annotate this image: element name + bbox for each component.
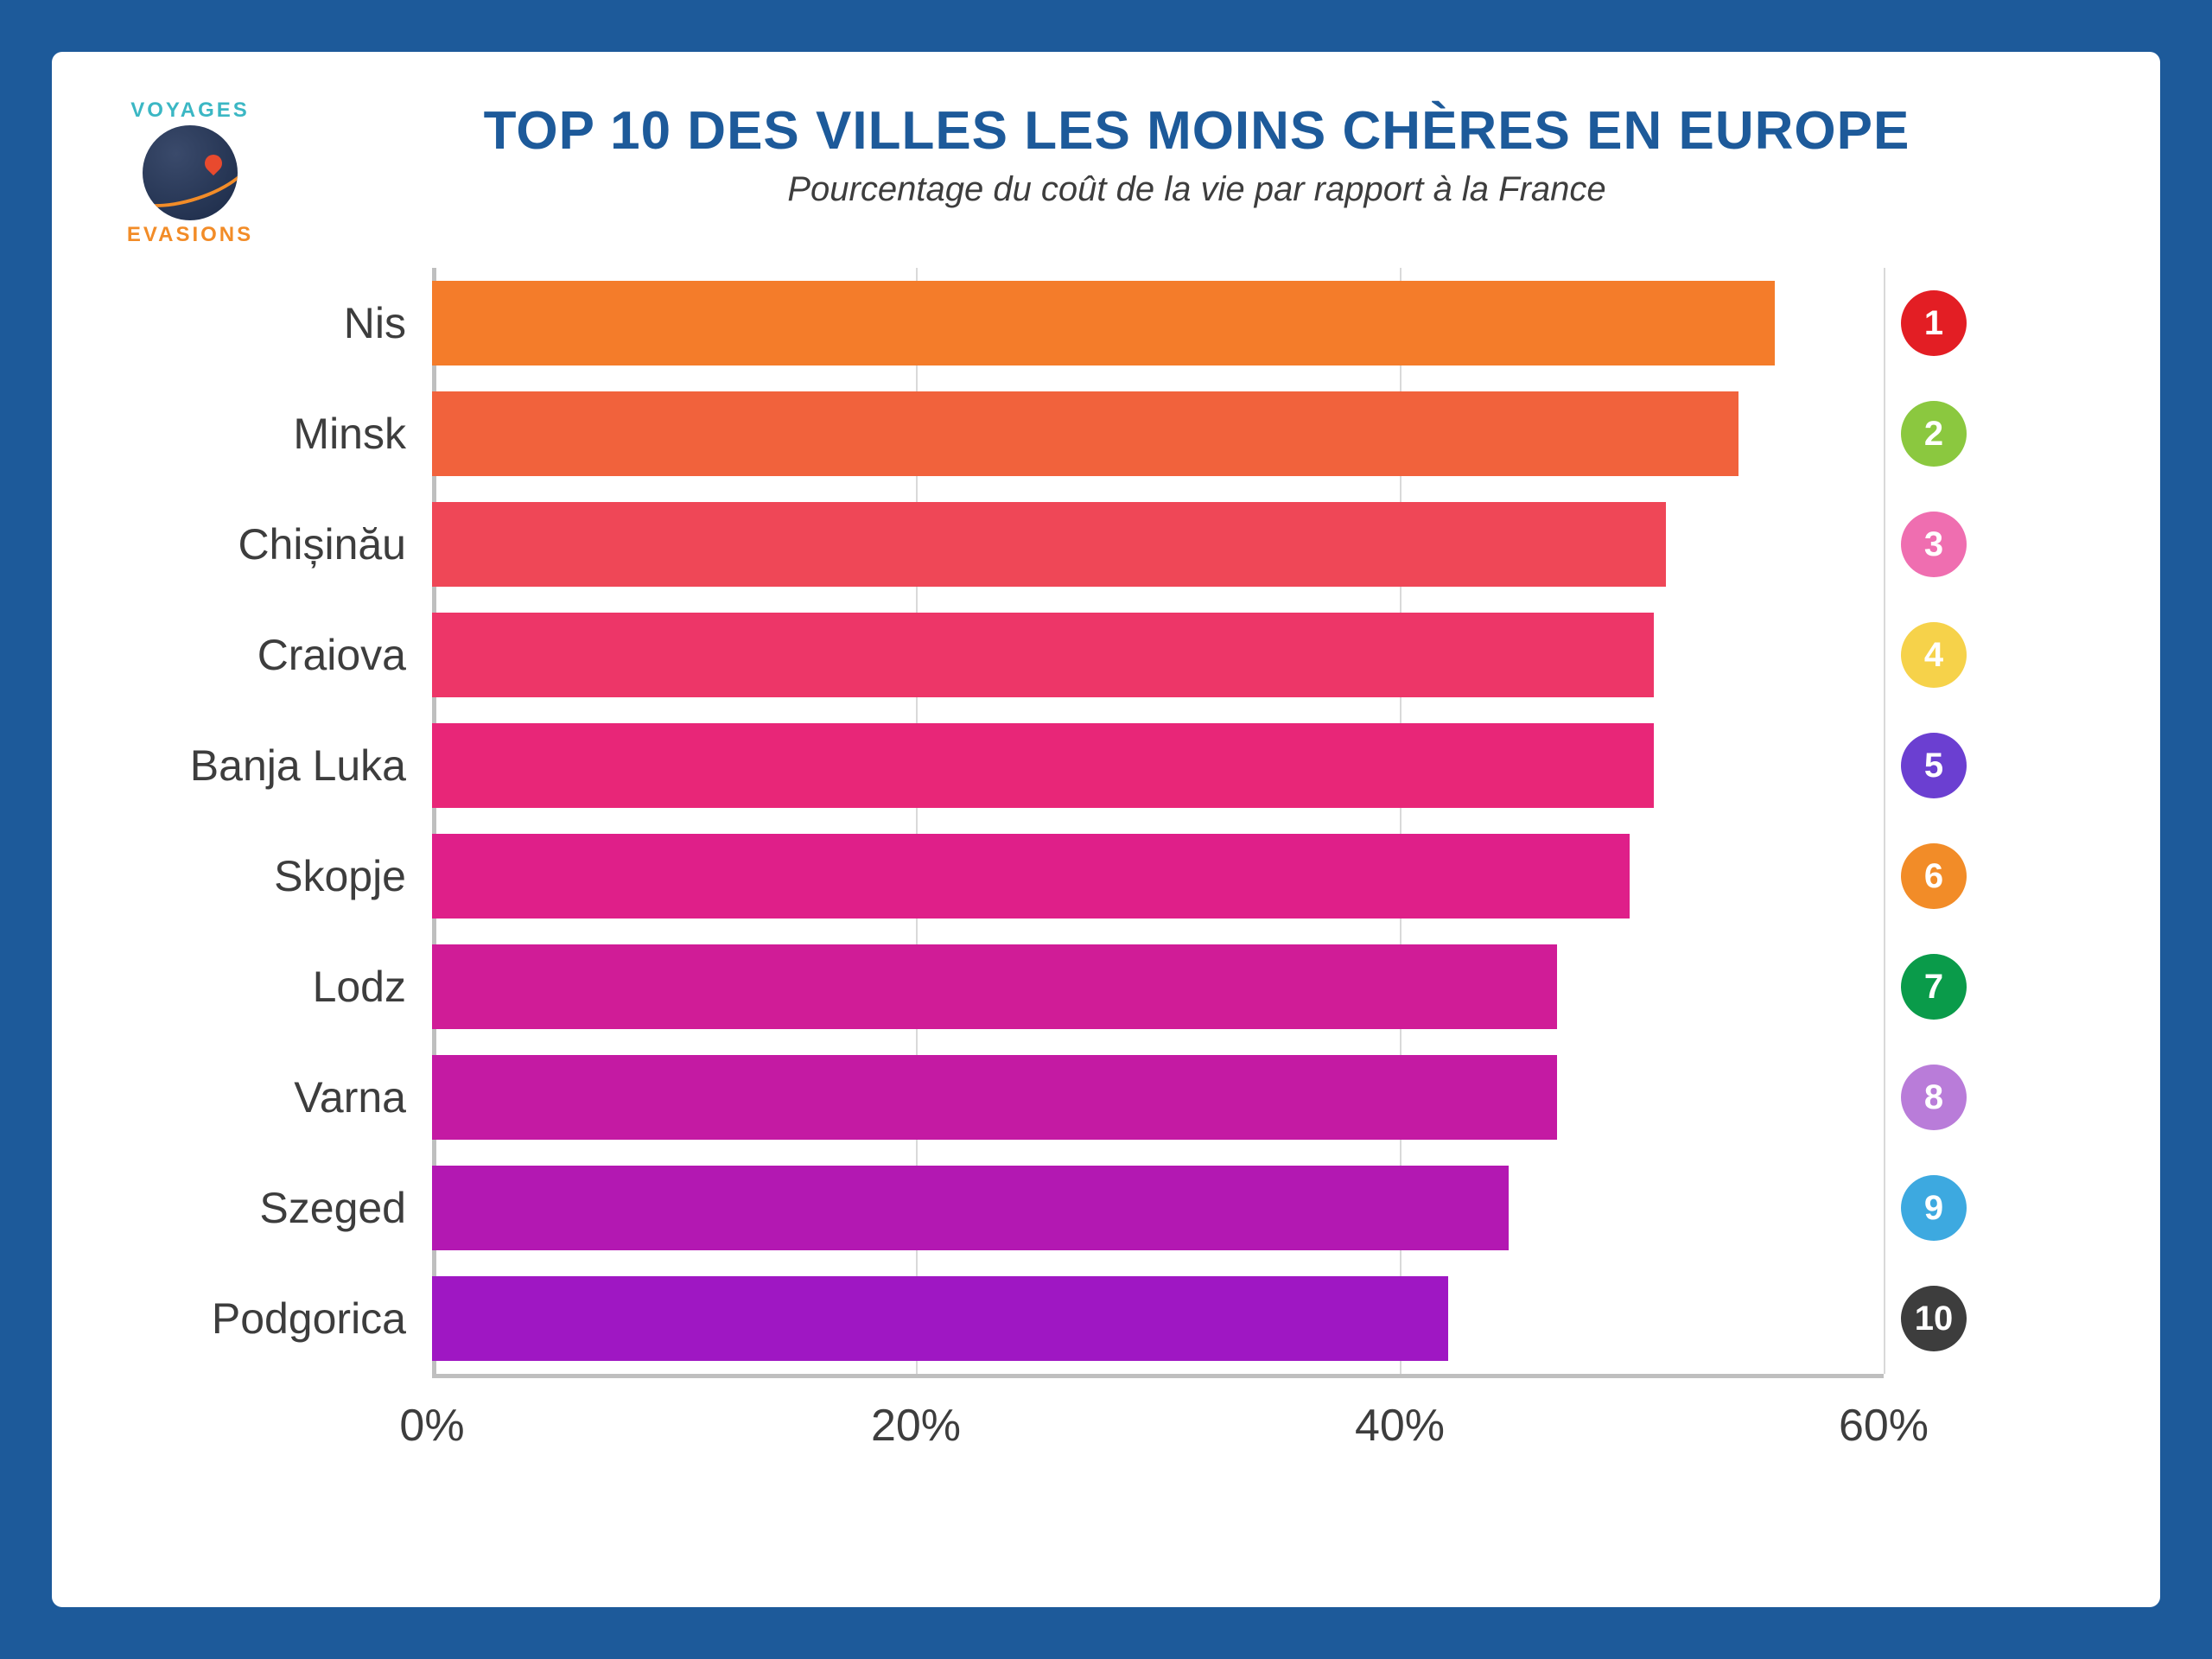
rank-badge: 6 — [1901, 843, 1967, 909]
rank-badge: 1 — [1901, 290, 1967, 356]
chart-row: Lodz7 — [432, 931, 1557, 1042]
chart-row: Szeged9 — [432, 1153, 1509, 1263]
rank-badge: 4 — [1901, 622, 1967, 688]
bar — [432, 502, 1666, 587]
bar — [432, 1055, 1557, 1140]
bar — [432, 1166, 1509, 1250]
bar — [432, 723, 1654, 808]
city-label: Banja Luka — [190, 741, 406, 791]
chart-row: Banja Luka5 — [432, 710, 1654, 821]
infographic-card: VOYAGES EVASIONS TOP 10 DES VILLES LES M… — [52, 52, 2160, 1607]
bar — [432, 834, 1630, 918]
bar — [432, 281, 1775, 365]
chart-subtitle: Pourcentage du coût de la vie par rappor… — [294, 170, 2100, 209]
chart-title: TOP 10 DES VILLES LES MOINS CHÈRES EN EU… — [294, 100, 2100, 162]
bar — [432, 613, 1654, 697]
chart-row: Nis1 — [432, 268, 1775, 378]
bar — [432, 1276, 1448, 1361]
chart-row: Varna8 — [432, 1042, 1557, 1153]
city-label: Varna — [294, 1072, 406, 1122]
x-tick-label: 0% — [399, 1400, 464, 1452]
city-label: Craiova — [257, 630, 406, 680]
rank-badge: 9 — [1901, 1175, 1967, 1241]
city-label: Nis — [344, 298, 406, 348]
rank-badge: 5 — [1901, 733, 1967, 798]
city-label: Skopje — [274, 851, 406, 901]
chart-row: Skopje6 — [432, 821, 1630, 931]
logo-circle: VOYAGES EVASIONS — [112, 95, 268, 251]
chart-row: Chișinău3 — [432, 489, 1666, 600]
logo-text-top: VOYAGES — [130, 99, 250, 123]
city-label: Chișinău — [238, 519, 406, 569]
globe-icon — [143, 125, 238, 220]
header: VOYAGES EVASIONS TOP 10 DES VILLES LES M… — [112, 95, 2100, 251]
brand-logo: VOYAGES EVASIONS — [112, 95, 268, 251]
plot-area: 0%20%40%60%Nis1Minsk2Chișinău3Craiova4Ba… — [432, 268, 1884, 1374]
city-label: Minsk — [293, 409, 406, 459]
rank-badge: 8 — [1901, 1065, 1967, 1130]
rank-badge: 3 — [1901, 512, 1967, 577]
rank-badge: 10 — [1901, 1286, 1967, 1351]
logo-text-bottom: EVASIONS — [127, 223, 253, 247]
city-label: Podgorica — [212, 1294, 406, 1344]
x-axis — [432, 1374, 1884, 1378]
rank-badge: 2 — [1901, 401, 1967, 467]
gridline — [1884, 268, 1885, 1374]
title-block: TOP 10 DES VILLES LES MOINS CHÈRES EN EU… — [294, 95, 2100, 209]
chart-row: Craiova4 — [432, 600, 1654, 710]
x-tick-label: 60% — [1839, 1400, 1929, 1452]
bar — [432, 391, 1738, 476]
pin-icon — [201, 151, 226, 175]
chart-row: Podgorica10 — [432, 1263, 1448, 1374]
x-tick-label: 20% — [871, 1400, 961, 1452]
city-label: Lodz — [313, 962, 406, 1012]
bar — [432, 944, 1557, 1029]
city-label: Szeged — [259, 1183, 406, 1233]
chart-row: Minsk2 — [432, 378, 1738, 489]
x-tick-label: 40% — [1355, 1400, 1445, 1452]
bar-chart: 0%20%40%60%Nis1Minsk2Chișinău3Craiova4Ba… — [432, 268, 2100, 1495]
rank-badge: 7 — [1901, 954, 1967, 1020]
